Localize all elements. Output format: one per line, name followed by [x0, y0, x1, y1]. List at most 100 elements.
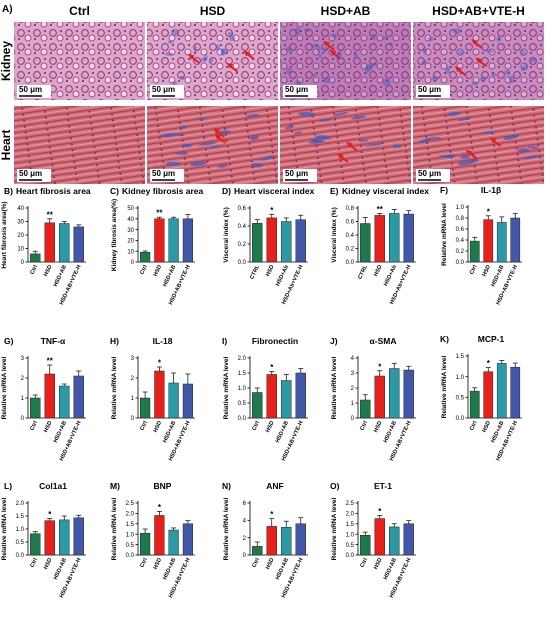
y-tick-label: 0	[131, 260, 135, 266]
y-tick-label: 0.5	[238, 401, 247, 407]
y-tick-label: 2.0	[238, 356, 247, 362]
fibrosis-patch	[371, 33, 376, 41]
y-tick-label: 0.8	[346, 206, 355, 212]
x-tick-label: HSD	[373, 557, 383, 570]
bar	[496, 222, 507, 263]
y-tick-label: 0.5	[346, 543, 355, 549]
fibrosis-patch	[170, 28, 180, 37]
fibrosis-patch	[496, 36, 501, 42]
bar	[281, 380, 292, 419]
y-tick-label: 2.0	[126, 512, 135, 518]
chart-E: E) Kidney visceral index Visceral index (%…	[330, 186, 429, 305]
fibrosis-patch	[179, 75, 186, 80]
y-tick-label: 0	[21, 416, 25, 422]
x-tick-label: Ctrl	[252, 420, 262, 432]
significance-mark: *	[158, 503, 162, 512]
x-tick-label: HSD+AB	[53, 264, 68, 288]
fibrosis-patch	[319, 118, 332, 122]
y-tick-label: 3	[21, 356, 25, 362]
bar	[389, 526, 400, 556]
fibrosis-patch	[164, 52, 174, 56]
scale-bar-label: 50 μm	[418, 169, 441, 178]
fibrosis-patch	[298, 111, 317, 117]
chart-title: Fibronectin	[252, 336, 298, 346]
bar	[403, 213, 414, 263]
bar	[182, 383, 193, 419]
arrow-icon	[323, 40, 335, 51]
panel-label: O)	[330, 481, 340, 491]
y-axis-label: Visceral index (%)	[223, 207, 230, 263]
bar	[140, 252, 151, 263]
x-tick-label: HSD+Ab	[383, 264, 398, 287]
y-tick-label: 1	[21, 396, 25, 402]
column-header-3: HSD+AB+VTE-H	[432, 4, 525, 18]
fibrosis-patch	[519, 49, 526, 56]
chart-title: IL-18	[153, 336, 173, 346]
fibrosis-patch	[382, 78, 391, 86]
y-tick-label: 50	[127, 206, 134, 212]
y-tick-label: 0.4	[456, 238, 465, 244]
chart-F: F) IL-1β Relative mRNA level 0.0 0.2 0.4 0.6 0.…	[440, 185, 522, 306]
x-tick-label: HSD+AB	[383, 557, 398, 581]
panel-label: K)	[440, 334, 449, 344]
fibrosis-patch	[179, 125, 188, 129]
fibrosis-patch	[480, 76, 487, 82]
fibrosis-patch	[303, 28, 311, 32]
bar	[168, 218, 179, 263]
micrograph-kidney-0: 50 μm	[14, 22, 145, 100]
fibrosis-patch	[452, 28, 462, 34]
x-tick-label: Ctrl	[139, 264, 149, 276]
fibrosis-patch	[167, 40, 174, 44]
micrograph-kidney-3: 50 μm	[413, 22, 544, 100]
chart-title: α-SMA	[370, 336, 397, 346]
y-tick-label: 1.5	[16, 514, 25, 520]
bar	[295, 523, 306, 556]
fibrosis-patch	[471, 81, 479, 86]
y-tick-label: 0.4	[238, 224, 247, 230]
x-tick-label: Ctrl	[469, 264, 479, 276]
fibrosis-patch	[219, 130, 232, 134]
significance-mark: *	[487, 359, 491, 368]
panel-label: J)	[330, 336, 338, 346]
arrow-head	[323, 40, 331, 47]
bar	[59, 223, 70, 263]
chart-B: B) Heart fibrosis area Heart fibrosis area…	[1, 186, 91, 306]
y-tick-label: 2.5	[346, 501, 355, 507]
y-tick-label: 10	[127, 249, 134, 255]
y-tick-label: 1.0	[238, 386, 247, 392]
panel-label: I)	[222, 336, 227, 346]
x-tick-label: Ctrl	[360, 557, 370, 569]
bar	[510, 217, 521, 263]
fibrosis-patch	[215, 44, 220, 52]
row-label-1: Heart	[0, 130, 13, 161]
chart-title: Col1a1	[39, 481, 67, 491]
fibrosis-patch	[353, 51, 358, 59]
panel-label: L)	[4, 481, 12, 491]
y-tick-label: 0.6	[238, 206, 247, 212]
scale-bar-label: 50 μm	[152, 169, 175, 178]
y-tick-label: 10	[17, 247, 24, 253]
arrow-head	[187, 53, 195, 60]
scale-bar-box	[416, 169, 450, 182]
y-tick-label: 2.0	[346, 512, 355, 518]
micrograph-heart-1: 50 μm	[147, 106, 278, 184]
x-tick-label: Ctrl	[360, 420, 370, 432]
scale-bar-box	[150, 85, 184, 98]
x-tick-label: Ctrl	[139, 420, 149, 432]
arrow-icon	[187, 53, 200, 64]
x-tick-label: Ctrl	[469, 420, 479, 432]
scale-bar-label: 50 μm	[418, 85, 441, 94]
bar	[389, 213, 400, 263]
y-tick-label: 1	[351, 401, 355, 407]
fibrosis-patch	[427, 36, 434, 41]
fibrosis-patch	[245, 113, 261, 118]
fibrosis-patch	[293, 131, 303, 135]
x-tick-label: HSD+AB	[53, 420, 68, 444]
bar	[252, 546, 263, 556]
y-tick-label: 0.0	[238, 416, 247, 422]
panel-label: D)	[222, 186, 231, 196]
arrow-icon	[475, 57, 488, 68]
fibrosis-patch	[323, 46, 328, 52]
y-tick-label: 30	[17, 220, 24, 226]
y-tick-label: 0.2	[238, 242, 247, 248]
